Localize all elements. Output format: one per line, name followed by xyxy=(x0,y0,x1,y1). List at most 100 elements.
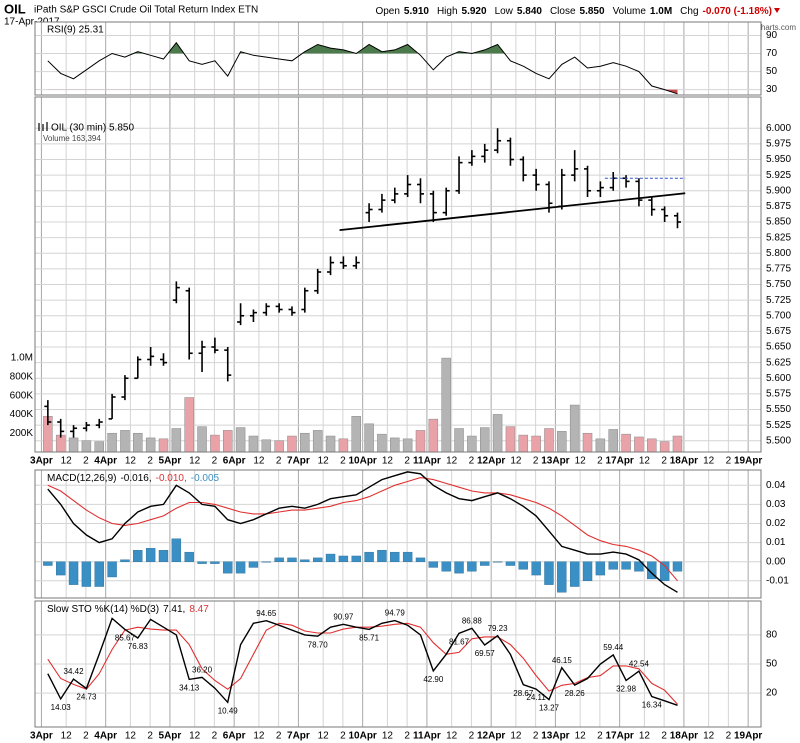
value-label: 46.15 xyxy=(552,656,573,665)
y-tick-label: 5.700 xyxy=(766,310,791,321)
volume-bar xyxy=(300,432,310,453)
histogram-bar xyxy=(68,561,79,585)
panel-frame xyxy=(34,469,762,599)
x-tick-label: 2 xyxy=(83,456,89,467)
histogram-bar xyxy=(325,553,336,562)
histogram-bar xyxy=(621,561,631,570)
value-label: 79.23 xyxy=(488,624,509,633)
histogram-bar xyxy=(634,561,644,572)
volume-bar xyxy=(171,428,182,453)
volume-bar xyxy=(158,438,169,453)
volume-bar xyxy=(518,434,529,453)
histogram-bar xyxy=(184,551,194,562)
volume-bar xyxy=(364,423,374,453)
value-label: 16.34 xyxy=(642,701,663,710)
volume-bar xyxy=(634,436,644,453)
y-tick-label: 0.04 xyxy=(766,480,786,491)
x-tick-label: 2 xyxy=(661,456,667,467)
y-tick-label: 0.00 xyxy=(766,556,786,567)
histogram-bar xyxy=(197,561,207,564)
volume-bar xyxy=(184,397,194,453)
value-label: 34.42 xyxy=(64,667,85,676)
histogram-bar xyxy=(390,551,400,562)
quote-label: Low xyxy=(495,6,514,17)
histogram-bar xyxy=(492,561,503,563)
y-tick-label: 5.575 xyxy=(766,389,791,400)
volume-bar xyxy=(415,430,426,453)
volume-bar xyxy=(621,433,631,453)
x-tick-label: 12 xyxy=(703,456,715,467)
volume-bar xyxy=(145,437,156,453)
x-tick-label: 12 xyxy=(318,456,330,467)
value-label: 42.54 xyxy=(629,659,650,668)
y-tick-label: 5.725 xyxy=(766,295,791,306)
volume-bar xyxy=(569,404,580,453)
histogram-bar xyxy=(158,550,169,562)
volume-bar xyxy=(544,428,554,453)
volume-bar xyxy=(647,438,657,453)
volume-bar xyxy=(454,428,464,453)
date: 17-Apr-2017 xyxy=(4,17,60,28)
histogram-bar xyxy=(300,559,310,562)
x-tick-label: 2 xyxy=(147,456,153,467)
y-tick-label: 5.550 xyxy=(766,404,791,415)
value-label: 94.79 xyxy=(385,609,406,618)
volume-bar xyxy=(248,435,259,453)
volume-bar xyxy=(261,439,272,453)
x-tick-label: 12 xyxy=(125,456,137,467)
histogram-bar xyxy=(81,561,92,587)
value-label: 59.44 xyxy=(603,643,624,652)
y-tick-label: 6.000 xyxy=(766,123,791,134)
x-tick-label: 2 xyxy=(404,731,410,742)
y-tick-label: 30 xyxy=(766,84,778,95)
y-tick-label: 5.675 xyxy=(766,326,791,337)
x-tick-label: 12 xyxy=(639,731,651,742)
legend-value: 7.41, xyxy=(163,604,185,615)
histogram-bar xyxy=(133,550,143,562)
x-tick-label: 12 xyxy=(189,456,201,467)
x-tick-label: 12Apr xyxy=(477,731,505,742)
histogram-bar xyxy=(402,551,413,562)
value-label: 32.98 xyxy=(616,685,637,694)
histogram-bar xyxy=(659,561,670,582)
y-tick-label: 5.950 xyxy=(766,154,791,165)
volume-bar xyxy=(235,427,246,453)
x-tick-label: 12Apr xyxy=(477,456,505,467)
x-tick-label: 2 xyxy=(404,456,410,467)
x-tick-label: 10Apr xyxy=(348,456,376,467)
panel-background xyxy=(35,97,761,452)
sto-legend: Slow STO %K(14) %D(3) 7.41, 8.47 xyxy=(47,604,209,615)
x-tick-label: 12 xyxy=(61,456,73,467)
y-tick-label: 50 xyxy=(766,66,778,77)
quote: Open 5.910 High 5.920 Low 5.840 Close 5.850 Volu… xyxy=(375,6,772,17)
x-tick-label: 2 xyxy=(597,456,603,467)
d-line xyxy=(47,622,678,705)
value-label: 14.03 xyxy=(51,703,72,712)
volume-bar xyxy=(274,440,284,453)
security-name: iPath S&P GSCI Crude Oil Total Return In… xyxy=(34,5,258,16)
x-tick-label: 7Apr xyxy=(287,731,310,742)
histogram-bar xyxy=(274,557,284,562)
volume-bar xyxy=(94,441,104,453)
x-tick-label: 12 xyxy=(382,731,394,742)
volume-bar xyxy=(312,430,323,453)
x-tick-label: 12 xyxy=(510,456,522,467)
volume-bar xyxy=(68,437,79,453)
histogram-bar xyxy=(415,557,426,562)
volume-tick-label: 200K xyxy=(10,428,34,439)
x-tick-label: 13Apr xyxy=(541,731,569,742)
histogram-bar xyxy=(248,561,259,568)
volume-bar xyxy=(377,433,387,453)
histogram-bar xyxy=(312,557,323,562)
legend-value: 8.47 xyxy=(189,604,209,615)
volume-bar xyxy=(338,438,349,453)
x-tick-label: 19Apr xyxy=(734,456,762,467)
y-tick-label: 5.925 xyxy=(766,170,791,181)
value-label: 90.97 xyxy=(333,612,354,621)
legend-value: -0.010, xyxy=(156,473,187,484)
y-tick-label: 80 xyxy=(766,630,778,641)
x-tick-label: 11Apr xyxy=(413,456,441,467)
volume-bar xyxy=(428,418,439,453)
x-tick-label: 2 xyxy=(533,456,539,467)
